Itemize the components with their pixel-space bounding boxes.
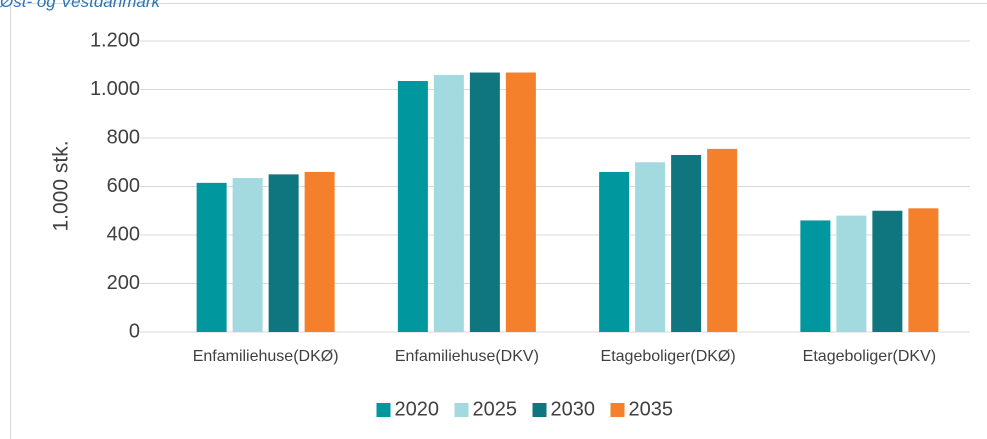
y-tick-label: 0 [129,320,140,342]
x-tick-label: Etageboliger(DKV) [803,348,936,365]
legend-label: 2025 [473,398,518,420]
bar [505,72,536,333]
bar [469,72,500,333]
chart-border [10,3,987,439]
bar [836,215,867,332]
y-tick-label: 600 [107,175,140,197]
legend-swatch [376,403,391,417]
y-tick-label: 400 [107,223,140,245]
bar [232,178,263,332]
chart-title: Øst- og Vestdanmark [0,0,161,11]
bar [304,171,335,332]
bar [268,174,299,332]
bar [671,154,702,332]
legend-swatch [532,403,547,417]
y-tick-label: 200 [107,272,140,294]
x-tick-label: Etageboliger(DKØ) [601,348,736,365]
x-tick-label: Enfamiliehuse(DKV) [395,348,539,365]
legend-swatch [454,403,469,417]
y-tick-label: 1.000 [90,78,140,100]
y-tick-label: 800 [107,126,140,148]
bar [397,81,428,332]
legend-label: 2030 [551,398,596,420]
legend-label: 2035 [629,398,674,420]
bar [707,148,738,332]
bar [800,220,831,332]
y-tick-label: 1.200 [90,29,140,51]
bar [599,171,630,332]
bar [908,208,939,332]
legend-label: 2020 [395,398,440,420]
bar [433,74,464,332]
legend-swatch [610,403,625,417]
x-tick-label: Enfamiliehuse(DKØ) [193,348,339,365]
bar [872,210,903,332]
bar [196,182,227,332]
y-axis-label: 1.000 stk. [50,140,73,231]
bar [635,162,666,332]
